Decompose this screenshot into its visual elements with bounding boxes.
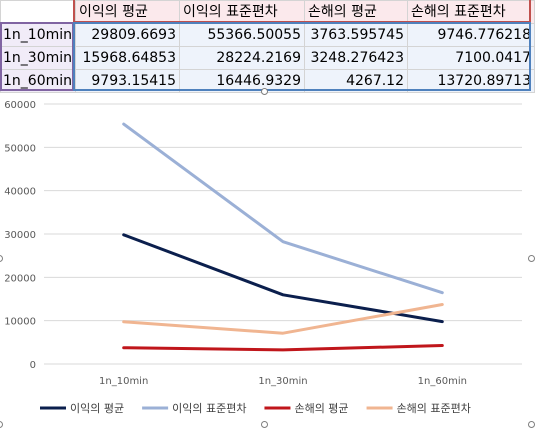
row-label-cell[interactable]: 1n_30min xyxy=(0,46,76,70)
header-cell[interactable]: 이익의 평균 xyxy=(75,0,180,24)
series-line xyxy=(122,303,444,335)
data-table: 이익의 평균 이익의 표준편차 손해의 평균 손해의 표준편차 1n_10min… xyxy=(0,0,535,93)
value-cell[interactable]: 13720.89713 xyxy=(407,69,535,93)
header-cell[interactable]: 손해의 표준편차 xyxy=(407,0,535,24)
table-row: 1n_10min 29809.6693 55366.50055 3763.595… xyxy=(0,23,535,47)
resize-handle-right[interactable] xyxy=(528,255,535,262)
legend-label: 이익의 평균 xyxy=(70,402,124,415)
value-cell[interactable]: 28224.2169 xyxy=(179,46,305,70)
x-tick-label: 1n_10min xyxy=(99,376,148,387)
y-tick-label: 40000 xyxy=(4,187,36,198)
y-tick-label: 60000 xyxy=(4,100,36,111)
line-chart[interactable]: 0 10000 20000 30000 40000 50000 60000 1n_10min 1… xyxy=(0,92,535,427)
spreadsheet-range: 이익의 평균 이익의 표준편차 손해의 평균 손해의 표준편차 1n_10min… xyxy=(0,0,535,93)
value-cell[interactable]: 7100.0417 xyxy=(407,46,535,70)
value-cell[interactable]: 3248.276423 xyxy=(304,46,408,70)
y-tick-label: 10000 xyxy=(4,317,36,328)
resize-handle-top[interactable] xyxy=(261,88,268,95)
table-corner-cell[interactable] xyxy=(0,0,76,24)
value-cell[interactable]: 3763.595745 xyxy=(304,23,408,47)
value-cell[interactable]: 16446.9329 xyxy=(179,69,305,93)
header-cell[interactable]: 이익의 표준편차 xyxy=(179,0,305,24)
row-label-cell[interactable]: 1n_10min xyxy=(0,23,76,47)
series-line xyxy=(122,344,444,352)
value-cell[interactable]: 4267.12 xyxy=(304,69,408,93)
header-cell[interactable]: 손해의 평균 xyxy=(304,0,408,24)
value-cell[interactable]: 9746.776218 xyxy=(407,23,535,47)
x-tick-label: 1n_60min xyxy=(418,376,467,387)
legend-label: 손해의 표준편차 xyxy=(397,401,471,415)
series-line xyxy=(122,122,444,295)
value-cell[interactable]: 29809.6693 xyxy=(75,23,180,47)
y-tick-label: 0 xyxy=(30,360,36,371)
y-tick-label: 30000 xyxy=(4,230,36,241)
value-cell[interactable]: 55366.50055 xyxy=(179,23,305,47)
value-cell[interactable]: 9793.15415 xyxy=(75,69,180,93)
x-tick-label: 1n_30min xyxy=(258,376,307,387)
legend-label: 이익의 표준편차 xyxy=(172,402,246,415)
row-label-cell[interactable]: 1n_60min xyxy=(0,69,76,93)
y-tick-label: 20000 xyxy=(4,273,36,284)
chart-area[interactable]: 0 10000 20000 30000 40000 50000 60000 1n_10min 1… xyxy=(0,88,535,428)
table-row: 1n_30min 15968.64853 28224.2169 3248.276… xyxy=(0,46,535,70)
legend-label: 손해의 평균 xyxy=(294,401,348,415)
value-cell[interactable]: 15968.64853 xyxy=(75,46,180,70)
table-header-row: 이익의 평균 이익의 표준편차 손해의 평균 손해의 표준편차 xyxy=(0,0,535,24)
y-tick-label: 50000 xyxy=(4,143,36,154)
